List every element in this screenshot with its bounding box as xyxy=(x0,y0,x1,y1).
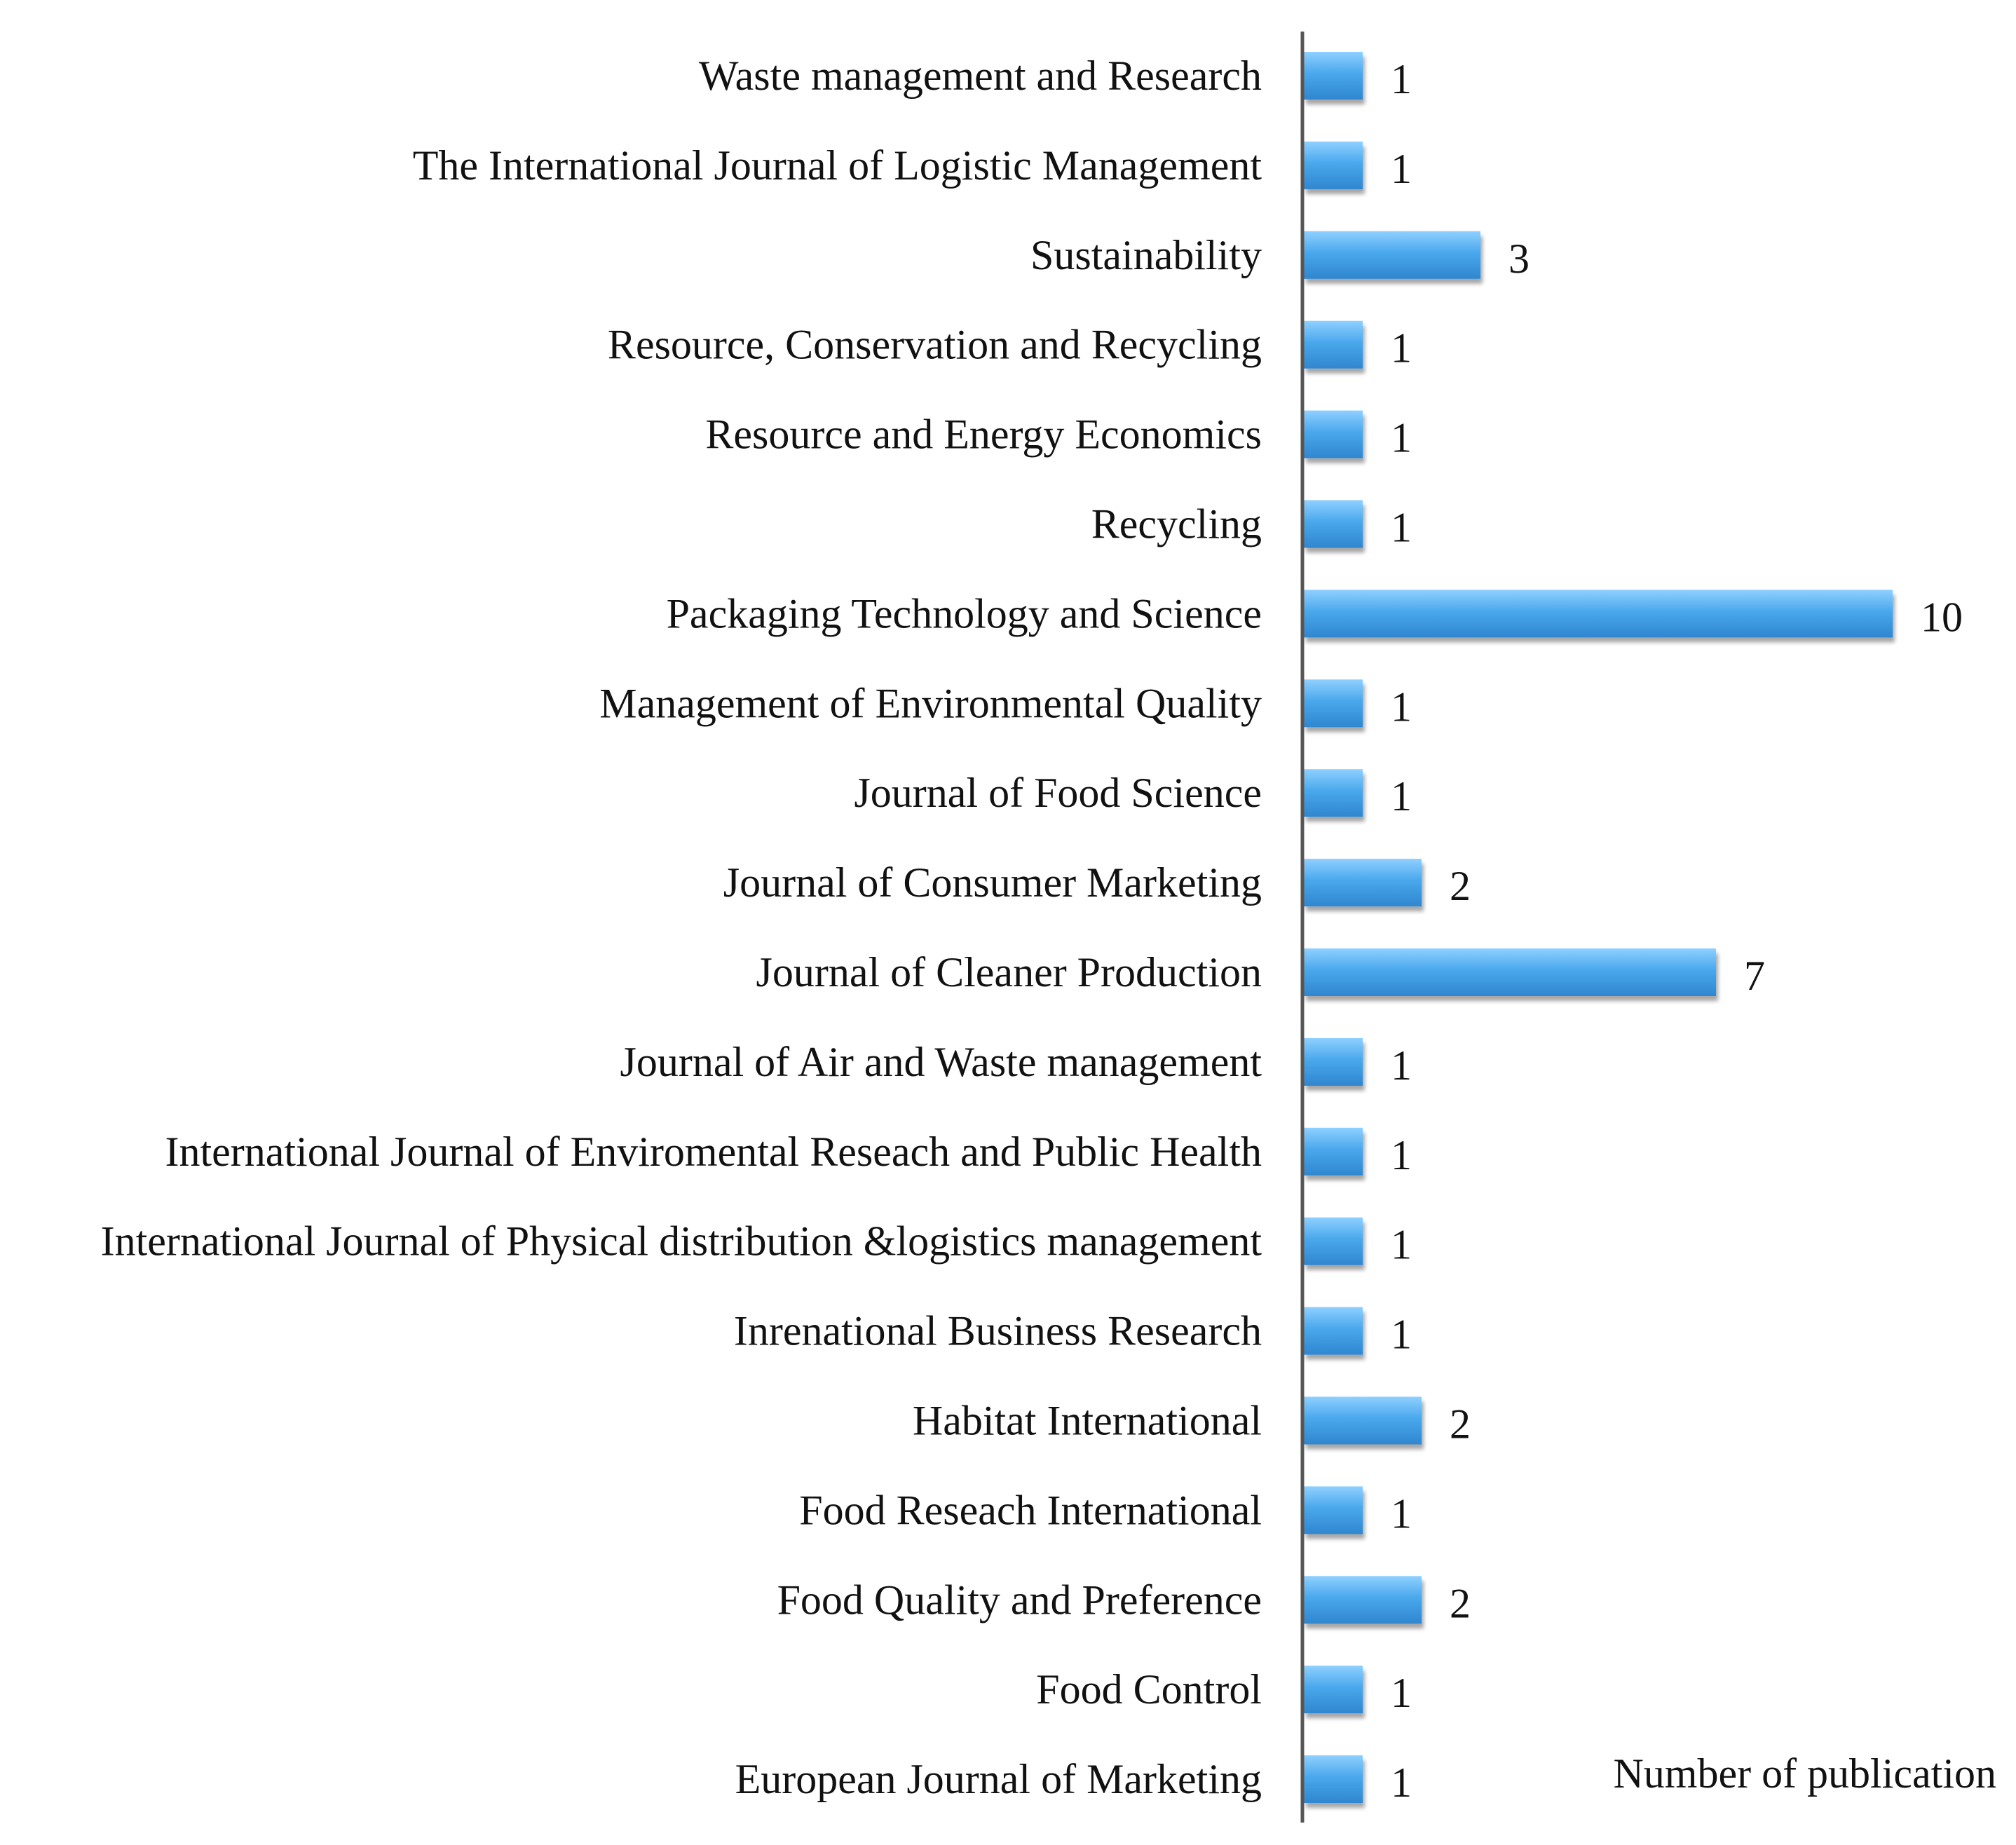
category-label: Food Reseach International xyxy=(799,1487,1262,1533)
data-label: 2 xyxy=(1450,1580,1471,1626)
data-label: 1 xyxy=(1391,1042,1412,1089)
data-label: 1 xyxy=(1391,146,1412,192)
data-label: 2 xyxy=(1450,1401,1471,1448)
bar-management-of-environmental-quality xyxy=(1304,679,1363,728)
category-label: Resource and Energy Economics xyxy=(705,411,1262,458)
data-label: 1 xyxy=(1391,1312,1412,1358)
data-label: 1 xyxy=(1391,56,1412,102)
data-label: 1 xyxy=(1391,325,1412,372)
bar-resource-and-energy-economics xyxy=(1304,410,1363,458)
category-label: Journal of Consumer Marketing xyxy=(723,859,1262,906)
data-label: 1 xyxy=(1391,1670,1412,1716)
data-label: 7 xyxy=(1744,953,1765,999)
category-label: Food Control xyxy=(1036,1666,1262,1713)
bar-international-journal-of-physical-distribution-logistics-management xyxy=(1304,1217,1363,1265)
category-labels-layer: Waste management and Research The Interna… xyxy=(101,53,1262,1802)
category-label: Habitat International xyxy=(913,1398,1262,1444)
category-label: Food Quality and Preference xyxy=(777,1577,1262,1623)
category-label: Packaging Technology and Science xyxy=(667,590,1262,636)
bar-journal-of-cleaner-production xyxy=(1304,948,1716,996)
category-label: International Journal of Enviromental Re… xyxy=(165,1129,1262,1175)
bar-recycling xyxy=(1304,500,1363,548)
data-label: 1 xyxy=(1391,1490,1412,1537)
category-label: Journal of Cleaner Production xyxy=(756,949,1262,995)
bar-inrenational-business-research xyxy=(1304,1307,1363,1355)
bar-european-journal-of-marketing xyxy=(1304,1755,1363,1804)
category-label: Resource, Conservation and Recycling xyxy=(608,322,1262,368)
category-label: Journal of Air and Waste management xyxy=(620,1039,1262,1085)
bar-the-international-journal-of-logistic-management xyxy=(1304,141,1363,189)
data-label: 1 xyxy=(1391,1132,1412,1178)
data-label: 1 xyxy=(1391,1222,1412,1268)
bar-journal-of-consumer-marketing xyxy=(1304,859,1422,907)
category-label: Sustainability xyxy=(1030,232,1262,278)
category-label: Journal of Food Science xyxy=(854,770,1262,816)
category-label: Inrenational Business Research xyxy=(734,1308,1262,1354)
bar-international-journal-of-enviromental-reseach-and-public-health xyxy=(1304,1127,1363,1176)
data-label: 1 xyxy=(1391,773,1412,819)
bar-food-reseach-international xyxy=(1304,1486,1363,1534)
bar-sustainability xyxy=(1304,231,1480,279)
data-label: 1 xyxy=(1391,415,1412,461)
category-label: The International Journal of Logistic Ma… xyxy=(413,142,1262,189)
x-axis-title: Number of publication xyxy=(1613,1750,1996,1797)
bar-journal-of-food-science xyxy=(1304,769,1363,817)
category-label: Recycling xyxy=(1091,501,1262,547)
data-label: 10 xyxy=(1921,594,1963,640)
bar-habitat-international xyxy=(1304,1396,1422,1445)
bar-resource-conservation-and-recycling xyxy=(1304,320,1363,369)
data-label: 2 xyxy=(1450,863,1471,909)
category-label: Waste management and Research xyxy=(699,53,1262,99)
bar-waste-management-and-research xyxy=(1304,52,1363,100)
category-label: International Journal of Physical distri… xyxy=(101,1218,1262,1265)
bar-packaging-technology-and-science xyxy=(1304,590,1893,638)
data-label: 1 xyxy=(1391,1759,1412,1806)
bars-layer xyxy=(1304,52,1893,1804)
category-label: Management of Environmental Quality xyxy=(599,680,1262,726)
bar-journal-of-air-and-waste-management xyxy=(1304,1037,1363,1086)
data-label: 1 xyxy=(1391,505,1412,551)
category-label: European Journal of Marketing xyxy=(735,1756,1262,1802)
data-label: 1 xyxy=(1391,683,1412,730)
bar-food-control xyxy=(1304,1666,1363,1714)
data-label: 3 xyxy=(1508,236,1530,282)
bar-food-quality-and-preference xyxy=(1304,1576,1422,1624)
